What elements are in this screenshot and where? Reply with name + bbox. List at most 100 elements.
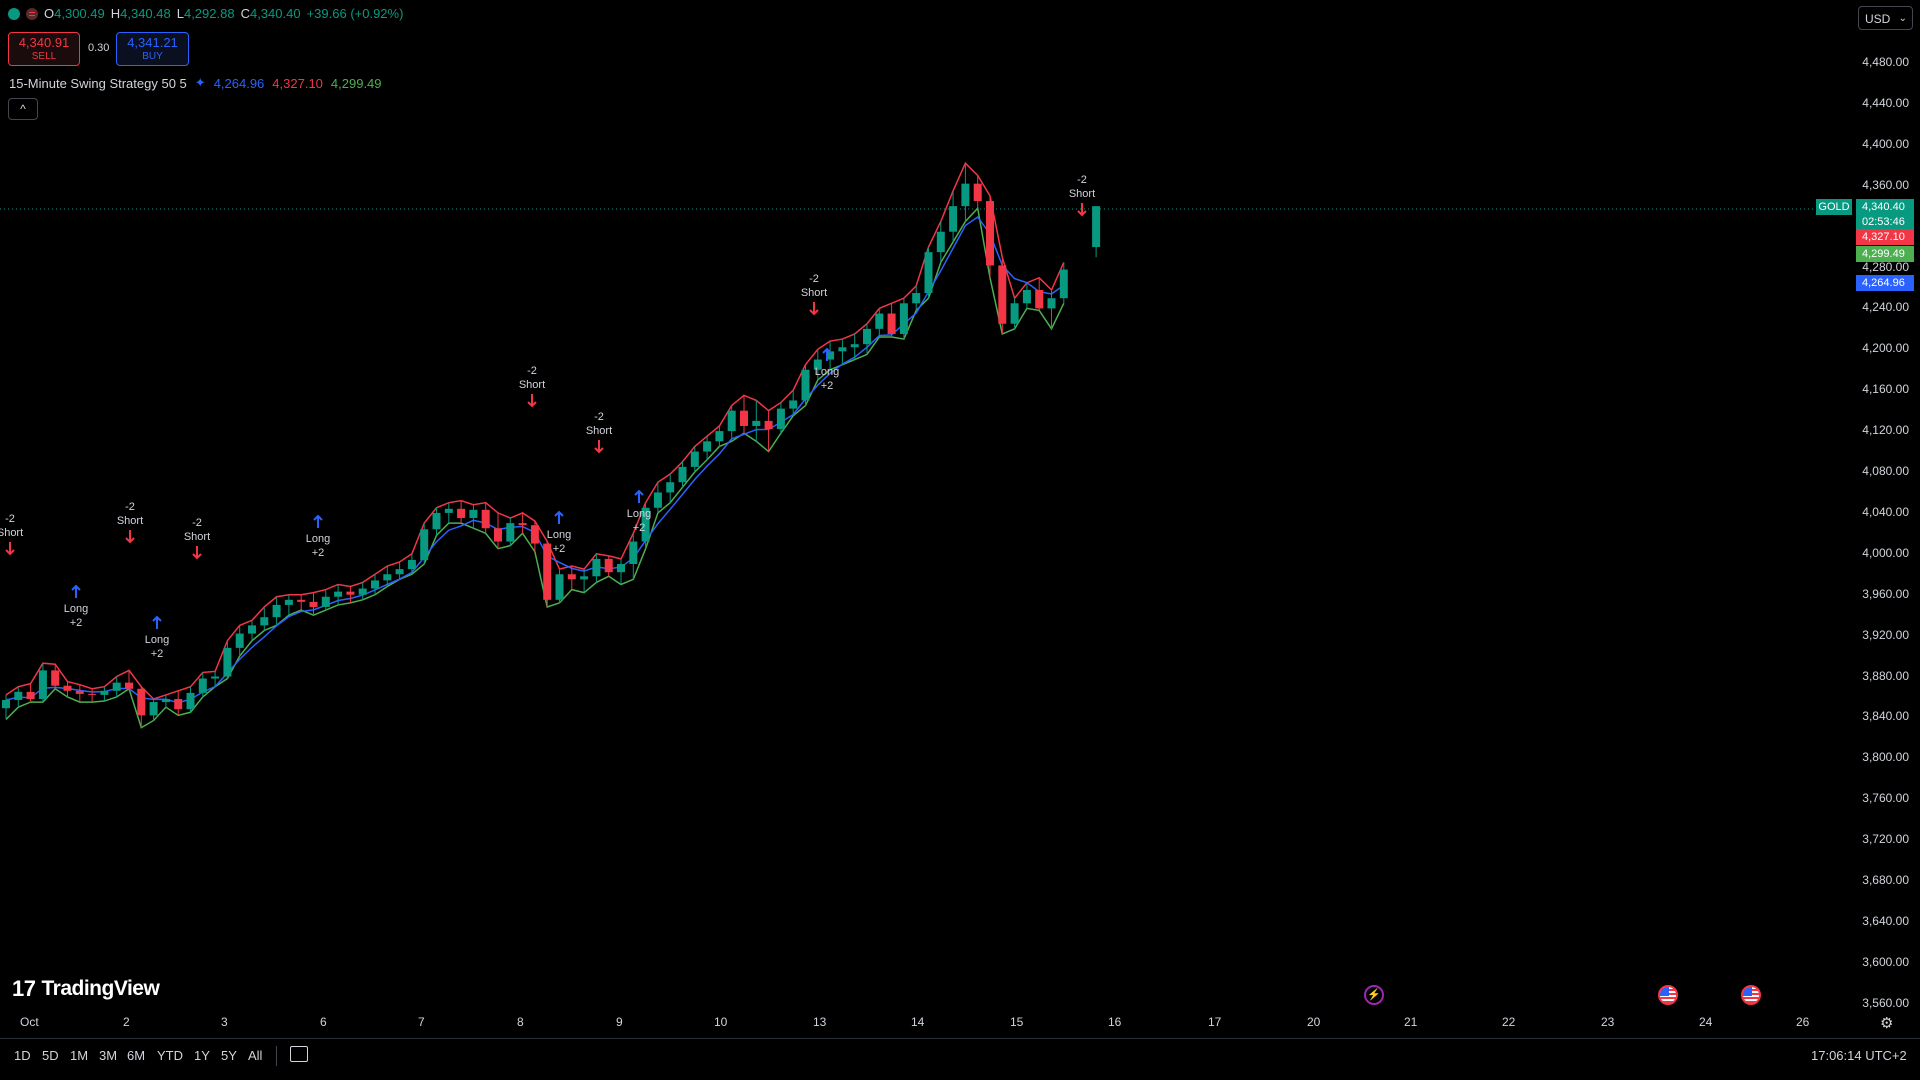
signal-label: -2	[594, 411, 604, 423]
range-button-1m[interactable]: 1M	[70, 1048, 89, 1063]
strategy-name: 15-Minute Swing Strategy 50 5	[9, 75, 187, 91]
candle	[641, 502, 650, 549]
range-button-5d[interactable]: 5D	[42, 1048, 59, 1063]
candle	[617, 558, 625, 585]
candle	[75, 684, 84, 703]
candle	[26, 683, 35, 703]
buy-label: BUY	[142, 51, 163, 62]
signal-label: Long	[64, 603, 88, 615]
price-tick: 4,040.00	[1862, 504, 1909, 519]
candle	[986, 195, 994, 278]
time-tick: 17	[1208, 1015, 1222, 1029]
candle	[309, 592, 318, 616]
clock[interactable]: 17:06:14 UTC+2	[1811, 1048, 1907, 1063]
strategy-settings-icon[interactable]: ✦	[194, 75, 206, 90]
signal-label: Long	[815, 366, 839, 378]
tradingview-logo[interactable]: 17 TradingView	[12, 976, 160, 1002]
candle	[850, 333, 859, 360]
gear-icon[interactable]: ⚙	[1880, 1015, 1894, 1032]
tradingview-logo-icon: 17	[12, 976, 36, 1001]
range-button-3m[interactable]: 3M	[99, 1048, 118, 1063]
candle	[1092, 206, 1101, 258]
us-flag-event-icon-2[interactable]	[1741, 985, 1761, 1005]
candle	[63, 681, 72, 697]
range-button-1y[interactable]: 1Y	[194, 1048, 210, 1063]
range-button-all[interactable]: All	[248, 1048, 263, 1063]
strategy-high-line	[5, 161, 1065, 700]
candle	[248, 620, 256, 641]
candle	[924, 247, 933, 299]
candle	[801, 364, 810, 406]
symbol-tag: GOLD	[1816, 199, 1852, 215]
signal-label: +2	[151, 648, 164, 660]
currency-select[interactable]: USD ⌄	[1858, 6, 1913, 30]
trading-panel-icon[interactable]	[26, 7, 38, 20]
price-tick: 4,280.00	[1862, 259, 1909, 274]
candle	[223, 640, 232, 679]
flash-event-icon[interactable]: ⚡	[1364, 985, 1384, 1005]
candle	[260, 606, 269, 631]
long-signal: Long +2	[64, 584, 88, 629]
arrow-up-icon	[554, 510, 564, 524]
signal-label: Short	[1069, 188, 1095, 200]
spread-value: 0.30	[88, 42, 110, 54]
long-signal: Long +2	[627, 489, 651, 534]
date-range-icon[interactable]	[290, 1046, 308, 1062]
buy-price: 4,341.21	[127, 35, 178, 50]
candle	[887, 303, 896, 338]
candle	[592, 553, 601, 583]
collapse-legend-button[interactable]: ^	[8, 98, 38, 120]
signal-label: Short	[519, 379, 545, 391]
candle	[297, 594, 306, 611]
time-tick: 15	[1010, 1015, 1024, 1029]
signal-label: Short	[586, 425, 612, 437]
candle	[998, 257, 1007, 334]
price-tick: 4,120.00	[1862, 423, 1909, 438]
price-chart[interactable]: -2 Short Long +2 -2 Short Long +2 -2 Short Long +2 -…	[0, 0, 1920, 1030]
strategy-blue-tag: 4,264.96	[1856, 275, 1914, 291]
currency-value: USD	[1865, 12, 1891, 26]
arrow-down-icon	[809, 302, 819, 316]
signal-label: +2	[70, 617, 83, 629]
candle	[703, 436, 712, 460]
arrow-down-icon	[594, 440, 604, 454]
short-signal: -2 Short	[0, 513, 23, 556]
strategy-value-red: 4,327.10	[272, 75, 323, 91]
candle	[875, 308, 884, 338]
arrow-down-icon	[1077, 203, 1087, 217]
sell-button[interactable]: 4,340.91 SELL	[8, 32, 80, 66]
candle	[740, 395, 748, 434]
us-flag-event-icon[interactable]	[1658, 985, 1678, 1005]
candle	[272, 596, 281, 626]
price-tick: 3,960.00	[1862, 586, 1909, 601]
candle	[813, 349, 822, 380]
change-value: +39.66 (+0.92%)	[306, 6, 404, 21]
buy-button[interactable]: 4,341.21 BUY	[116, 32, 189, 66]
time-tick: 13	[813, 1015, 827, 1029]
candle	[567, 566, 576, 590]
candle	[112, 676, 121, 697]
arrow-down-icon	[527, 394, 537, 408]
range-button-5y[interactable]: 5Y	[221, 1048, 237, 1063]
candle	[555, 569, 564, 603]
price-tick: 4,400.00	[1862, 136, 1909, 151]
range-button-1d[interactable]: 1D	[14, 1048, 31, 1063]
price-tick: 3,840.00	[1862, 709, 1909, 724]
candle	[481, 502, 490, 534]
time-tick: 3	[221, 1015, 228, 1029]
candle	[973, 175, 982, 209]
market-open-icon	[8, 7, 20, 20]
strategy-legend[interactable]: 15-Minute Swing Strategy 50 5 ✦ 4,264.96…	[9, 75, 382, 91]
candle	[125, 670, 133, 689]
candle	[776, 402, 785, 434]
toolbar-separator	[276, 1046, 277, 1066]
short-signal: -2 Short	[1069, 174, 1095, 217]
arrow-down-icon	[5, 542, 15, 556]
range-button-6m[interactable]: 6M	[127, 1048, 146, 1063]
strategy-value-green: 4,299.49	[330, 75, 382, 91]
candle	[469, 504, 478, 529]
candle	[580, 569, 589, 593]
signal-label: Long	[145, 634, 169, 646]
range-button-ytd[interactable]: YTD	[157, 1048, 183, 1063]
candle	[371, 574, 379, 595]
